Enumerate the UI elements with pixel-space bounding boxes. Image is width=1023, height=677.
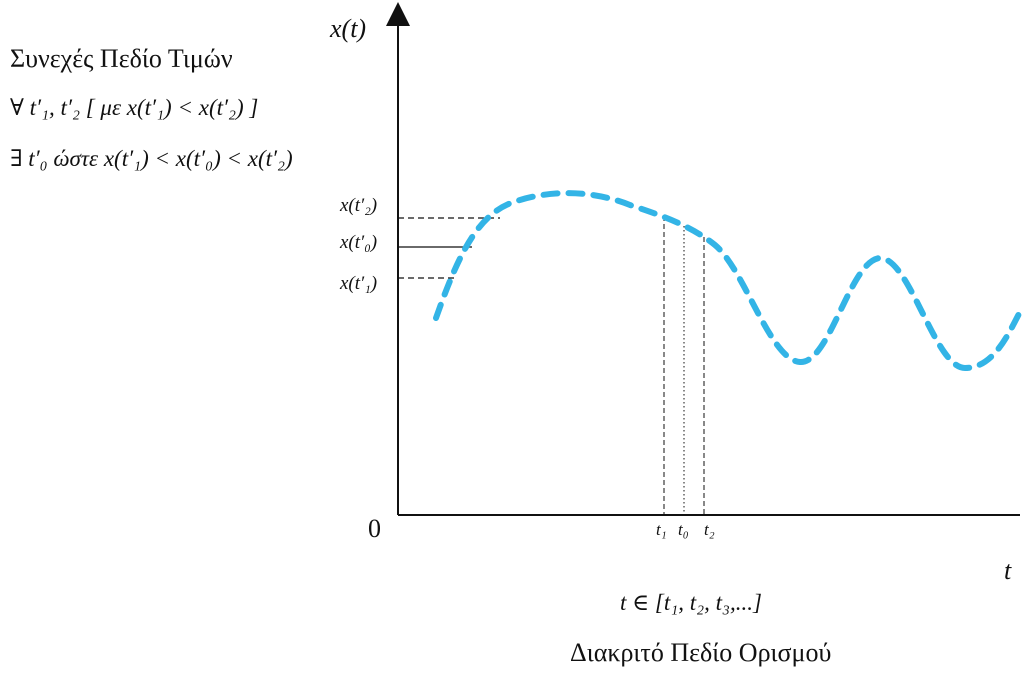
domain-set: t ∈ [t₁, t₂, t₃,...]: [620, 590, 762, 615]
continuous-range-heading: Συνεχές Πεδίο Τιμών: [10, 44, 233, 73]
x-marker-t1: t₁: [656, 520, 667, 539]
x-marker-t0: t₀: [678, 520, 689, 539]
y-marker-x-t1-prime: x(t′₁): [340, 273, 378, 294]
x-axis-label: t: [1004, 556, 1012, 585]
x-marker-t2: t₂: [704, 520, 715, 539]
y-marker-x-t2-prime: x(t′₂): [340, 195, 378, 216]
origin-label: 0: [368, 514, 381, 543]
y-marker-x-t0-prime: x(t′₀): [340, 232, 378, 253]
y-axis-label: x(t): [330, 14, 367, 43]
exists-statement: ∃ t′₀ ώστε x(t′₁) < x(t′₀) < x(t′₂): [10, 146, 293, 171]
signal-curve: [433, 190, 1023, 372]
discrete-domain-caption: Διακριτό Πεδίο Ορισμού: [570, 638, 832, 667]
forall-statement: ∀ t′₁, t′₂ [ με x(t′₁) < x(t′₂) ]: [10, 95, 259, 120]
